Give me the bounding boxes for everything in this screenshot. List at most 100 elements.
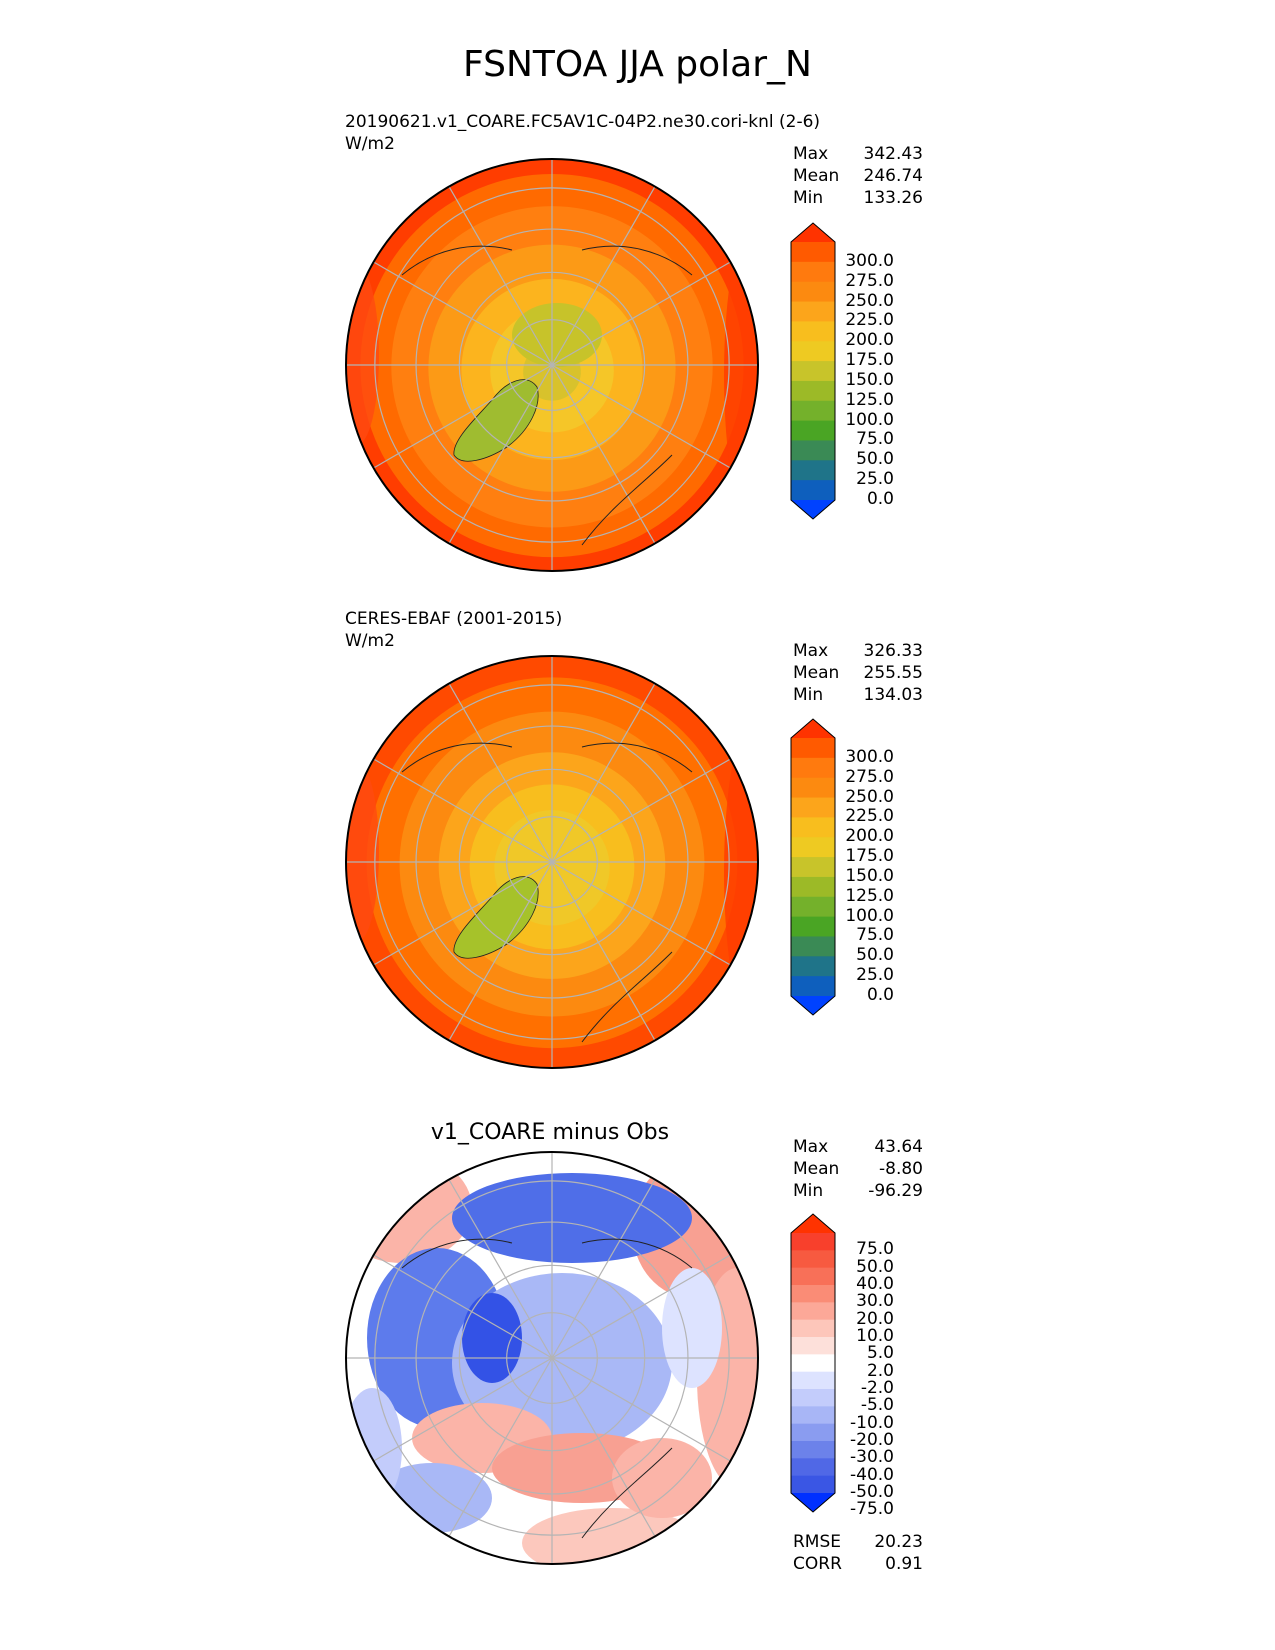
colorbar-tick-label: 0.0 [866, 985, 894, 1005]
reference-polar-map [345, 655, 759, 1069]
contour-band [346, 762, 379, 942]
colorbar-segment [791, 460, 835, 481]
colorbar-tick-label: 40.0 [856, 1274, 894, 1294]
stat-label: Min [793, 1181, 824, 1201]
colorbar-tick-label: -40.0 [850, 1464, 894, 1485]
colorbar-tick-label: 125.0 [845, 389, 894, 410]
colorbar-tick-label: -5.0 [860, 1395, 894, 1416]
colorbar-tick-label: 250.0 [845, 786, 894, 807]
test-colorbar-ticks: 300.0 275.0 250.0 225.0 200.0 175.0 150.0 125.0… [842, 222, 894, 520]
coastline [401, 1238, 693, 1539]
colorbar-segment [791, 1406, 835, 1425]
colorbar-tick-label: -20.0 [850, 1430, 894, 1450]
colorbar-tick-label: 30.0 [856, 1291, 894, 1312]
stat-label: Max [793, 144, 829, 164]
colorbar-extend-min [791, 500, 835, 519]
map-boundary [345, 655, 759, 1069]
difference-blob [462, 1293, 522, 1383]
reference-colorbar [790, 718, 836, 1016]
contour-band [346, 265, 379, 445]
colorbar-tick-label: 100.0 [845, 905, 894, 926]
stat-label: Mean [793, 663, 840, 683]
colorbar-segment [791, 281, 835, 303]
colorbar-segment [791, 1337, 835, 1355]
stat-label: Min [793, 685, 824, 705]
colorbar-segment [791, 1389, 835, 1407]
contour-band [724, 225, 758, 525]
colorbar-segment [791, 777, 835, 799]
colorbar-tick-label: 2.0 [866, 1360, 894, 1381]
colorbar-segment [791, 1233, 835, 1251]
stat-value: 342.43 [863, 144, 923, 164]
stat-value: 134.03 [863, 685, 923, 705]
colorbar-tick-label: 175.0 [845, 350, 894, 371]
stat-label: Min [793, 188, 824, 208]
colorbar-extend-max [791, 1214, 835, 1233]
colorbar-segment [791, 1354, 835, 1373]
greenland-region [453, 379, 539, 462]
greenland-region [453, 876, 539, 959]
colorbar-segment [791, 1475, 835, 1494]
difference-blob [612, 1438, 712, 1518]
map-boundary [345, 158, 759, 572]
colorbar-tick-label: 75.0 [856, 429, 894, 450]
colorbar-tick-label: 225.0 [845, 310, 894, 331]
reference-subtitle: CERES-EBAF (2001-2015) W/m2 [345, 608, 562, 652]
contour-band [512, 303, 602, 367]
colorbar-segment [791, 440, 835, 461]
stat-label: Max [793, 641, 829, 661]
colorbar-segment [791, 1319, 835, 1338]
colorbar-tick-label: 175.0 [845, 846, 894, 867]
map-boundary [345, 1151, 759, 1565]
colorbar-tick-label: 200.0 [845, 826, 894, 847]
colorbar-segment [791, 857, 835, 878]
colorbar-tick-label: -30.0 [850, 1447, 894, 1468]
colorbar-extend-min [791, 996, 835, 1015]
colorbar-tick-label: 150.0 [845, 369, 894, 390]
stat-label: Max [793, 1137, 829, 1157]
colorbar-tick-label: 5.0 [866, 1343, 894, 1364]
test-stats: Max 342.43 Mean 246.74 Min 133.26 [793, 143, 923, 209]
colorbar-segment [791, 380, 835, 402]
colorbar-segment [791, 976, 835, 997]
colorbar-tick-label: -2.0 [860, 1378, 894, 1398]
colorbar-extend-max [791, 223, 835, 242]
colorbar-extend-min [791, 1493, 835, 1512]
colorbar-segment [791, 480, 835, 501]
colorbar-segment [791, 420, 835, 442]
colorbar-segment [791, 1250, 835, 1269]
metric-label: RMSE [793, 1532, 842, 1552]
colorbar-tick-label: 10.0 [856, 1326, 894, 1346]
colorbar-extend-max [791, 719, 835, 738]
colorbar-tick-label: -10.0 [850, 1412, 894, 1433]
difference-polar-map [345, 1151, 759, 1565]
colorbar-tick-label: 50.0 [856, 945, 894, 966]
colorbar-tick-label: 75.0 [856, 925, 894, 946]
graticule [346, 656, 758, 1068]
colorbar-segment [791, 738, 835, 759]
colorbar-tick-label: -75.0 [850, 1499, 894, 1520]
colorbar-segment [791, 341, 835, 362]
colorbar-tick-label: 50.0 [856, 449, 894, 470]
reference-units: W/m2 [345, 631, 395, 651]
difference-blob [452, 1173, 692, 1263]
reference-stats: Max 326.33 Mean 255.55 Min 134.03 [793, 640, 923, 706]
stat-label: Mean [793, 1159, 840, 1179]
difference-stats: Max 43.64 Mean -8.80 Min -96.29 [793, 1136, 923, 1202]
colorbar-tick-label: 250.0 [845, 290, 894, 311]
colorbar-tick-label: 275.0 [845, 270, 894, 291]
colorbar-segment [791, 1285, 835, 1303]
colorbar-tick-label: 25.0 [856, 469, 894, 490]
stat-value: 246.74 [863, 166, 923, 186]
colorbar-segment [791, 1267, 835, 1286]
colorbar-segment [791, 876, 835, 898]
colorbar-tick-label: 50.0 [856, 1256, 894, 1277]
coastline [401, 742, 693, 1043]
difference-blob [662, 1268, 722, 1388]
colorbar-segment [791, 400, 835, 422]
test-subtitle: 20190621.v1_COARE.FC5AV1C-04P2.ne30.cori… [345, 111, 820, 155]
test-case-name: 20190621.v1_COARE.FC5AV1C-04P2.ne30.cori… [345, 112, 821, 132]
reference-colorbar-ticks: 300.0 275.0 250.0 225.0 200.0 175.0 150.0 125.0… [842, 718, 894, 1016]
figure-title: FSNTOA JJA polar_N [463, 44, 812, 85]
colorbar-segment [791, 916, 835, 938]
